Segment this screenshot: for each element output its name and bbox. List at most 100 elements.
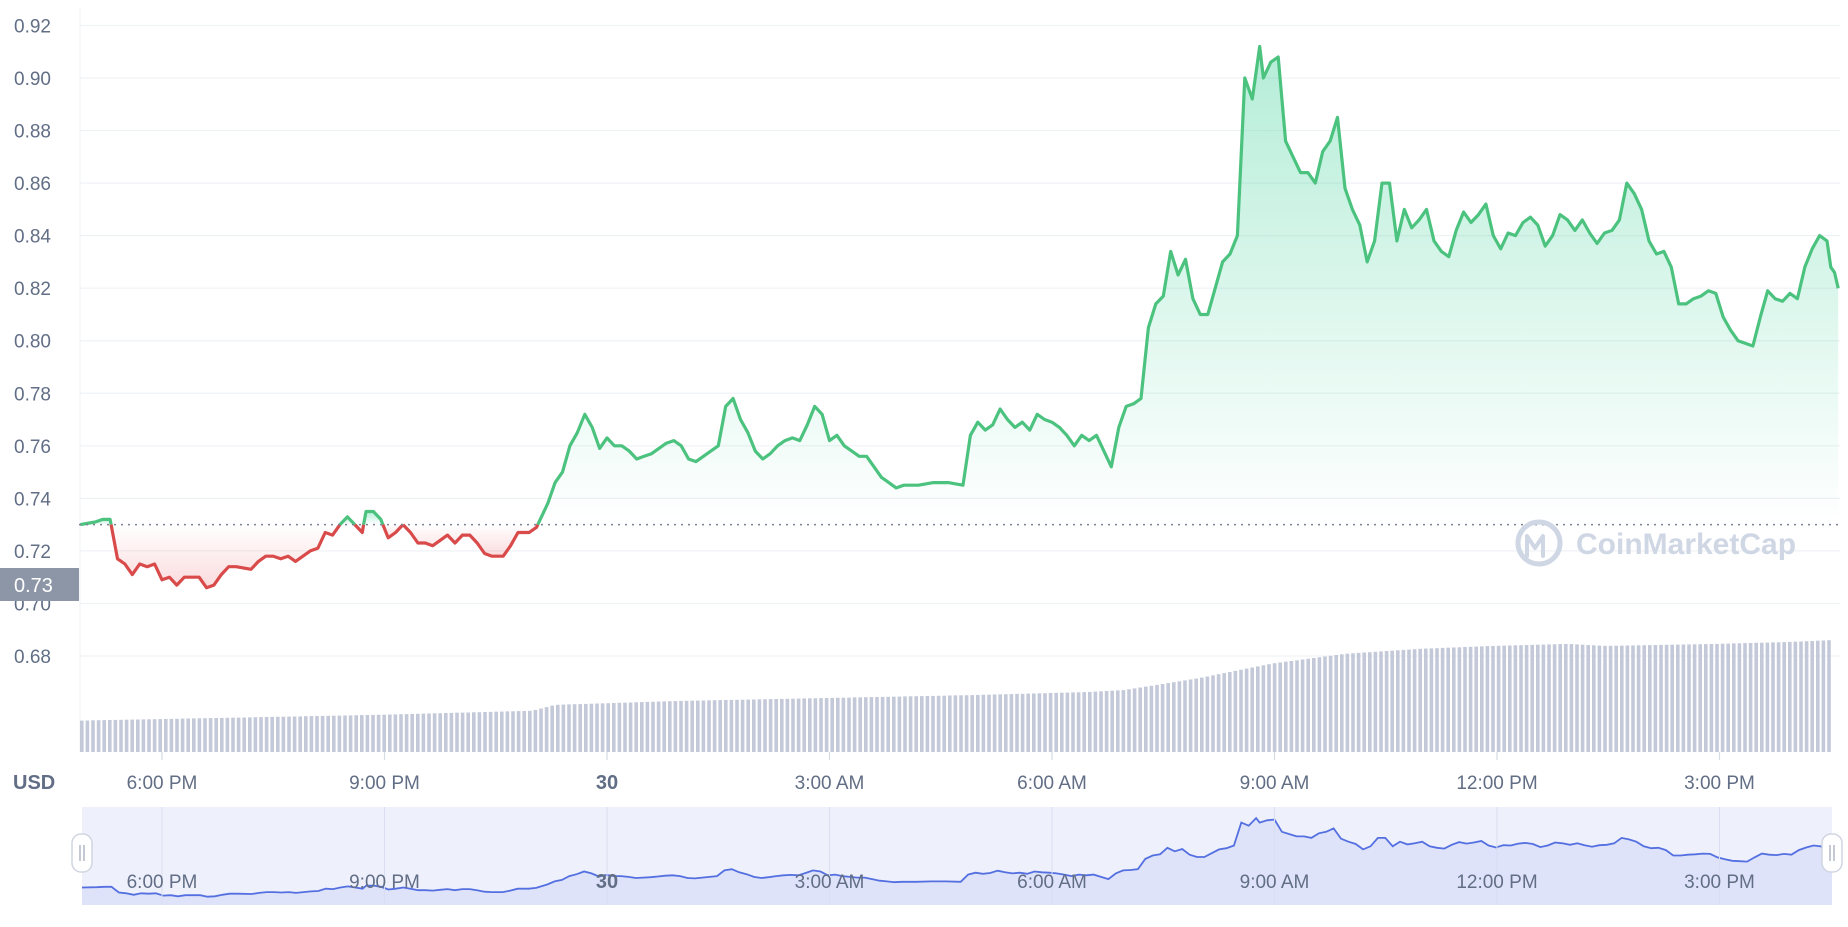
handle-body[interactable] bbox=[71, 833, 93, 873]
volume-bar bbox=[214, 718, 218, 752]
volume-bar bbox=[1295, 660, 1299, 752]
volume-bar bbox=[80, 720, 84, 752]
volume-bar bbox=[348, 715, 353, 752]
navigator-tick-label: 30 bbox=[596, 871, 618, 893]
volume-bar bbox=[724, 700, 728, 752]
volume-bar bbox=[1306, 658, 1310, 752]
volume-bar bbox=[746, 699, 750, 752]
volume-bar bbox=[1748, 643, 1753, 752]
volume-bar bbox=[192, 718, 196, 752]
volume-bar bbox=[136, 719, 140, 752]
x-tick-label: 3:00 AM bbox=[795, 773, 865, 794]
volume-bar bbox=[1474, 646, 1478, 752]
volume-bar bbox=[824, 698, 829, 752]
volume-bar bbox=[147, 719, 151, 752]
volume-bar bbox=[1144, 686, 1148, 752]
volume-bar bbox=[1345, 653, 1350, 752]
volume-bar bbox=[1317, 657, 1322, 752]
volume-bars bbox=[80, 640, 1831, 752]
volume-bar bbox=[1127, 689, 1131, 752]
volume-bar bbox=[1754, 642, 1758, 752]
volume-bar bbox=[886, 696, 890, 752]
volume-bar bbox=[1250, 667, 1254, 752]
volume-bar bbox=[1328, 655, 1333, 752]
volume-bar bbox=[662, 701, 666, 752]
volume-bar bbox=[102, 720, 106, 752]
volume-bar bbox=[1340, 654, 1344, 752]
volume-bar bbox=[852, 697, 857, 752]
volume-bar bbox=[130, 719, 134, 752]
volume-bar bbox=[550, 705, 554, 752]
volume-bar bbox=[864, 697, 868, 752]
price-line-down bbox=[109, 523, 342, 590]
volume-bar bbox=[595, 703, 599, 752]
volume-bar bbox=[500, 711, 504, 752]
volume-bar bbox=[920, 696, 924, 752]
volume-bar bbox=[1289, 661, 1294, 752]
volume-bar bbox=[981, 694, 986, 752]
y-tick-label: 0.90 bbox=[14, 69, 51, 90]
volume-bar bbox=[684, 700, 689, 752]
navigator-left-handle[interactable] bbox=[71, 833, 93, 873]
volume-bar bbox=[544, 707, 549, 752]
volume-bar bbox=[718, 700, 722, 752]
watermark: CoinMarketCap bbox=[1515, 519, 1796, 567]
volume-bar bbox=[242, 717, 246, 752]
volume-bar bbox=[1177, 681, 1182, 752]
watermark-text: CoinMarketCap bbox=[1576, 528, 1796, 561]
volume-bar bbox=[976, 695, 980, 752]
volume-bar bbox=[785, 698, 790, 752]
volume-bar bbox=[91, 720, 95, 752]
volume-bar bbox=[836, 697, 840, 752]
volume-bar bbox=[1026, 693, 1030, 752]
volume-bar bbox=[124, 719, 129, 752]
volume-bar bbox=[399, 714, 403, 752]
volume-bar bbox=[1110, 690, 1114, 752]
volume-bar bbox=[1614, 645, 1618, 752]
volume-bar bbox=[533, 710, 538, 752]
volume-bar bbox=[225, 717, 230, 752]
volume-bar bbox=[1776, 642, 1781, 752]
volume-bar bbox=[953, 695, 958, 752]
volume-bar bbox=[152, 719, 157, 752]
volume-bar bbox=[404, 714, 409, 752]
volume-bar bbox=[1300, 659, 1305, 752]
volume-bar bbox=[416, 713, 420, 752]
grid-lines bbox=[79, 8, 1840, 752]
volume-bar bbox=[1631, 645, 1635, 752]
volume-bar bbox=[1121, 690, 1126, 752]
coinmarketcap-logo-icon bbox=[1515, 519, 1563, 567]
volume-bar bbox=[1401, 649, 1406, 752]
volume-bar bbox=[158, 719, 162, 752]
volume-bar bbox=[1608, 645, 1613, 752]
range-navigator[interactable]: 6:00 PM 9:00 PM 30 3:00 AM 6:00 AM 9:00 AM 12:… bbox=[71, 807, 1843, 905]
volume-bar bbox=[1636, 645, 1641, 752]
volume-bar bbox=[925, 696, 930, 752]
volume-bar bbox=[634, 702, 638, 752]
volume-bar bbox=[304, 716, 308, 752]
volume-bar bbox=[567, 704, 571, 752]
handle-body[interactable] bbox=[1821, 833, 1843, 873]
volume-bar bbox=[337, 715, 342, 752]
y-tick-label: 0.84 bbox=[14, 227, 51, 248]
volume-bar bbox=[1810, 641, 1814, 752]
volume-bar bbox=[1564, 644, 1568, 752]
volume-bar bbox=[1065, 692, 1070, 752]
y-tick-label: 0.86 bbox=[14, 174, 51, 195]
volume-bar bbox=[813, 698, 818, 752]
volume-bar bbox=[180, 718, 185, 752]
navigator-right-handle[interactable] bbox=[1821, 833, 1843, 873]
price-line-down bbox=[401, 523, 540, 558]
volume-bar bbox=[1446, 647, 1450, 752]
x-tick-label: 9:00 AM bbox=[1240, 773, 1310, 794]
volume-bar bbox=[494, 711, 498, 752]
volume-bar bbox=[1390, 650, 1394, 752]
navigator-tick-label: 6:00 PM bbox=[127, 872, 198, 893]
volume-bar bbox=[903, 696, 907, 752]
volume-bar bbox=[556, 704, 560, 752]
volume-bar bbox=[119, 719, 123, 752]
volume-bar bbox=[1468, 646, 1473, 752]
volume-bar bbox=[1485, 646, 1490, 752]
volume-bar bbox=[365, 715, 370, 752]
